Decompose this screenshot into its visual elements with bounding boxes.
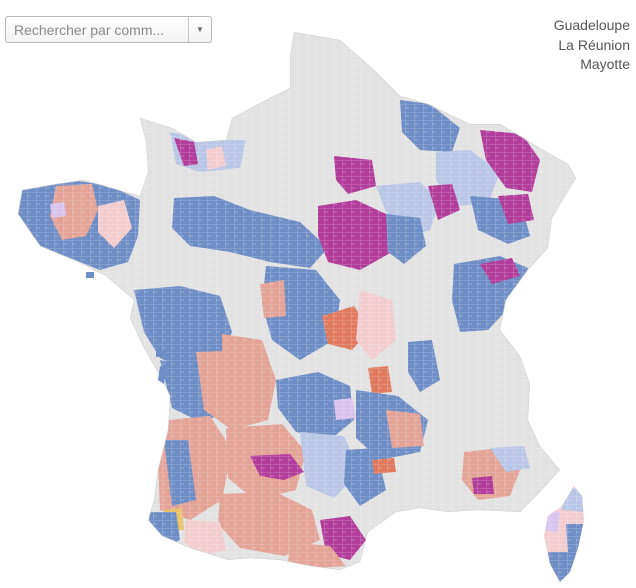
atlantic-islands	[86, 272, 166, 384]
corsica	[544, 486, 584, 582]
territory-link-mayotte[interactable]: Mayotte	[580, 56, 630, 72]
mainland-coastline	[18, 32, 576, 570]
island-oleron[interactable]	[158, 366, 166, 384]
island-belle-ile[interactable]	[86, 272, 94, 278]
overseas-territories-links: Guadeloupe La Réunion Mayotte	[554, 16, 630, 75]
corsica-border-texture	[544, 486, 584, 582]
territory-link-guadeloupe[interactable]: Guadeloupe	[553, 17, 630, 33]
island-re[interactable]	[156, 350, 166, 357]
commune-search-box[interactable]: ▼	[5, 16, 212, 43]
territory-link-la-reunion[interactable]: La Réunion	[558, 36, 630, 53]
dropdown-arrow-icon[interactable]: ▼	[188, 17, 211, 42]
commune-search-input[interactable]	[6, 17, 190, 42]
